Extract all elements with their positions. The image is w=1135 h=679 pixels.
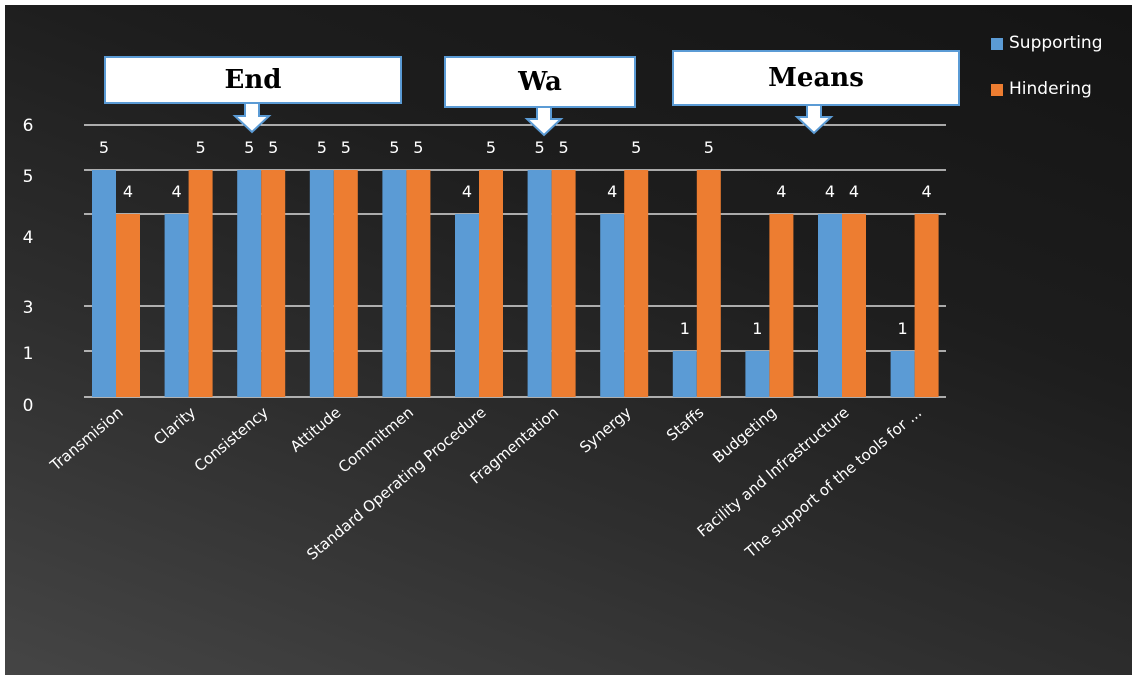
data-label: 4 bbox=[462, 182, 472, 201]
bar-supporting bbox=[672, 351, 697, 397]
bar-supporting bbox=[92, 170, 116, 397]
bar-hindering bbox=[769, 214, 794, 397]
y-tick-label: 5 bbox=[23, 167, 34, 187]
x-tick-label: Transmision bbox=[46, 403, 127, 475]
data-label: 4 bbox=[849, 182, 859, 201]
data-label: 5 bbox=[559, 138, 569, 157]
data-label: 4 bbox=[922, 182, 932, 201]
bar-supporting bbox=[745, 351, 770, 397]
data-label: 5 bbox=[268, 138, 278, 157]
legend-label-supporting: Supporting bbox=[1009, 33, 1103, 53]
data-label: 4 bbox=[607, 182, 617, 201]
x-tick-label: Synergy bbox=[576, 403, 635, 456]
y-tick-label: 0 bbox=[23, 396, 34, 416]
data-label: 5 bbox=[317, 138, 327, 157]
bar-hindering bbox=[842, 214, 866, 397]
x-tick-label: Staffs bbox=[663, 403, 707, 444]
bar-hindering bbox=[406, 170, 431, 397]
callout-arrow-ways bbox=[524, 104, 564, 137]
callout-means: Means bbox=[672, 50, 960, 106]
bar-hindering bbox=[696, 170, 721, 397]
callout-ways: Wa bbox=[444, 56, 636, 108]
y-tick-label: 3 bbox=[23, 298, 34, 318]
data-label: 5 bbox=[341, 138, 351, 157]
bar-supporting bbox=[164, 214, 189, 397]
data-label: 1 bbox=[752, 319, 762, 338]
data-label: 5 bbox=[486, 138, 496, 157]
data-label: 1 bbox=[680, 319, 690, 338]
bar-supporting bbox=[818, 214, 842, 397]
bar-hindering bbox=[261, 170, 286, 397]
data-label: 4 bbox=[776, 182, 786, 201]
x-tick-label: Consistency bbox=[191, 403, 272, 475]
bar-supporting bbox=[527, 170, 552, 397]
y-tick-label: 6 bbox=[23, 116, 34, 136]
data-label: 5 bbox=[244, 138, 254, 157]
bar-supporting bbox=[309, 170, 334, 397]
bar-hindering bbox=[914, 214, 939, 397]
bar-hindering bbox=[116, 214, 140, 397]
bar-supporting bbox=[382, 170, 407, 397]
y-tick-label: 1 bbox=[23, 344, 34, 364]
bar-supporting bbox=[455, 214, 479, 397]
legend-label-hindering: Hindering bbox=[1009, 79, 1092, 99]
x-tick-label: Budgeting bbox=[709, 403, 780, 466]
bar-supporting bbox=[600, 214, 625, 397]
data-label: 5 bbox=[99, 138, 109, 157]
callout-arrow-means bbox=[794, 102, 834, 135]
bar-supporting bbox=[890, 351, 915, 397]
bar-hindering bbox=[479, 170, 503, 397]
bar-hindering bbox=[551, 170, 576, 397]
callout-end: End bbox=[104, 56, 402, 104]
data-label: 4 bbox=[825, 182, 835, 201]
data-label: 5 bbox=[704, 138, 714, 157]
data-label: 4 bbox=[172, 182, 182, 201]
legend-swatch-hindering bbox=[991, 84, 1003, 96]
bar-hindering bbox=[333, 170, 358, 397]
data-label: 5 bbox=[631, 138, 641, 157]
bar-supporting bbox=[237, 170, 262, 397]
bar-hindering bbox=[188, 170, 213, 397]
data-label: 1 bbox=[898, 319, 908, 338]
data-label: 5 bbox=[413, 138, 423, 157]
legend-swatch-supporting bbox=[991, 38, 1003, 50]
y-tick-label: 4 bbox=[23, 228, 34, 248]
data-label: 5 bbox=[196, 138, 206, 157]
data-label: 5 bbox=[389, 138, 399, 157]
bar-hindering bbox=[624, 170, 649, 397]
data-label: 5 bbox=[535, 138, 545, 157]
data-label: 4 bbox=[123, 182, 133, 201]
x-tick-label: Attitude bbox=[287, 403, 345, 455]
callout-arrow-end bbox=[232, 101, 272, 134]
x-tick-label: Clarity bbox=[150, 403, 199, 448]
